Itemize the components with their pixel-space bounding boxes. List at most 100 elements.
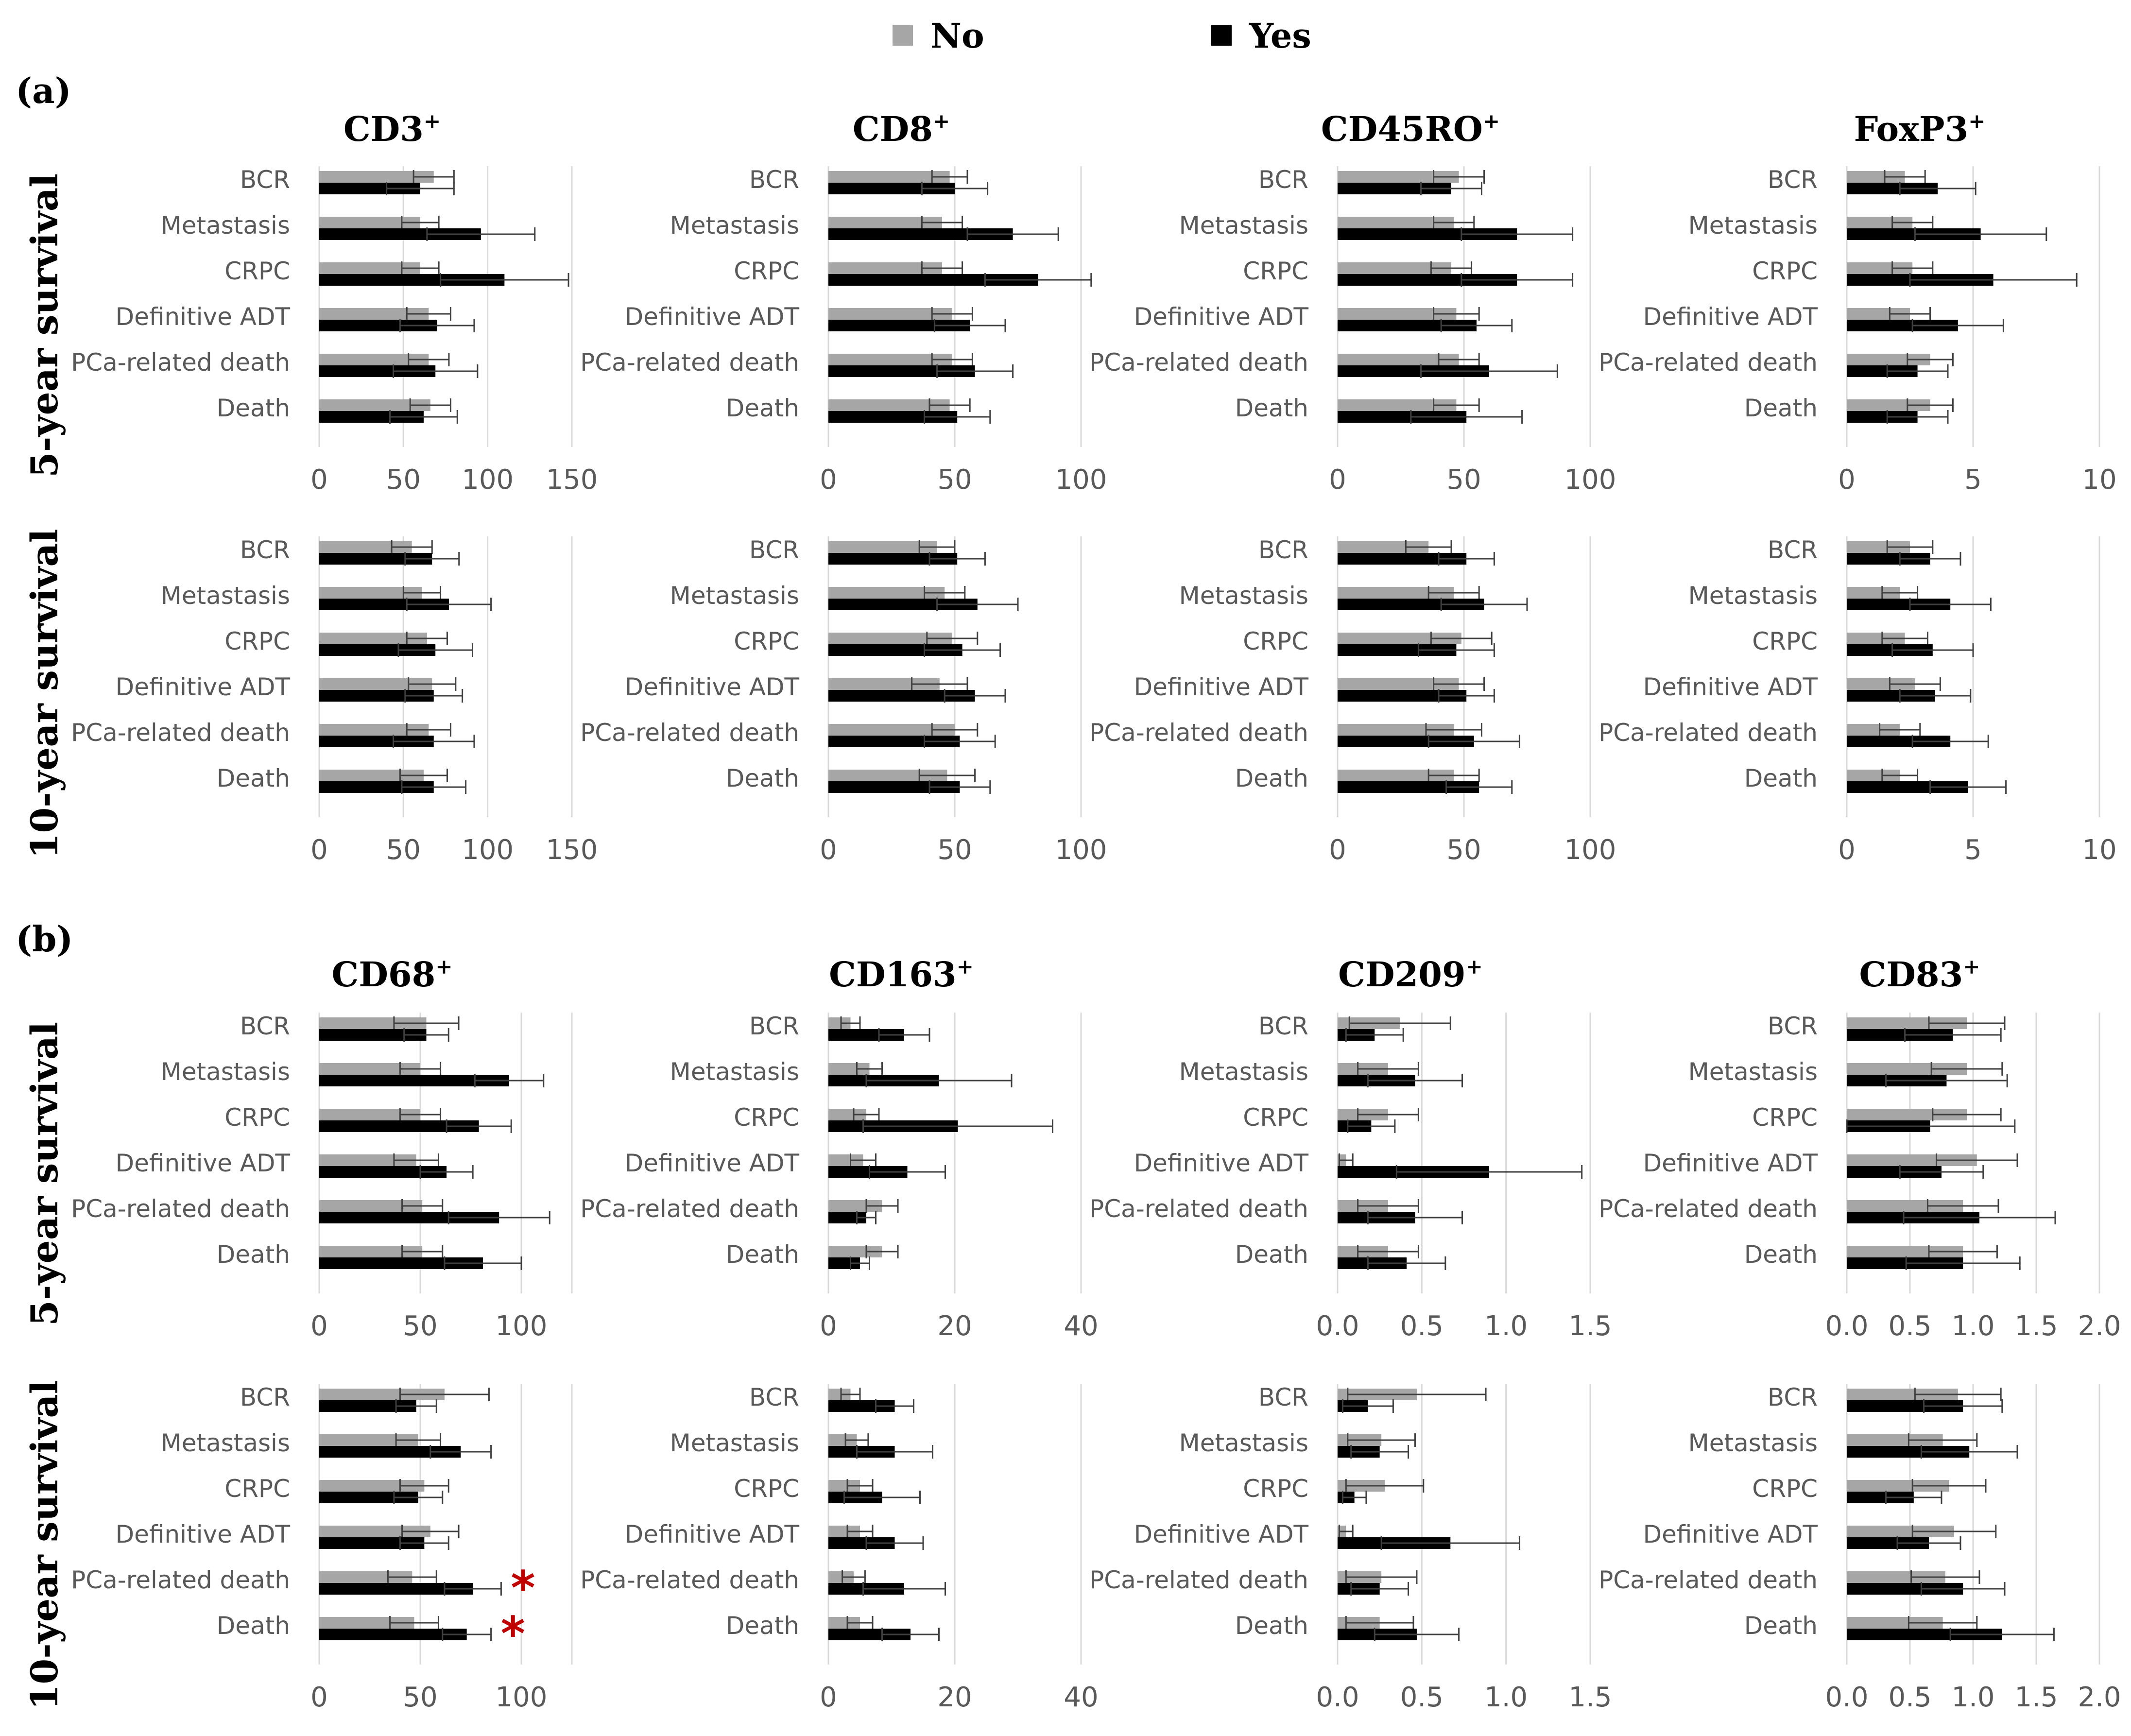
category-label: CRPC <box>224 1103 290 1132</box>
error-bar-no <box>1347 1433 1416 1447</box>
category-label: Metastasis <box>161 582 290 610</box>
error-bar-yes <box>1420 364 1558 378</box>
legend-label-no: No <box>930 16 984 56</box>
error-bar-no <box>399 1062 442 1076</box>
significance-star: * <box>511 1561 535 1616</box>
category-label: BCR <box>1768 536 1818 564</box>
x-tick-label: 2.0 <box>2078 1682 2121 1713</box>
category-label: Death <box>1235 1612 1308 1640</box>
x-tick-label: 50 <box>937 464 972 496</box>
error-bar-no <box>399 769 448 782</box>
error-bar-no <box>409 398 451 412</box>
category-label: PCa-related death <box>1598 1195 1818 1223</box>
error-bar-yes <box>1920 1445 2018 1459</box>
error-bar-no <box>1405 540 1452 554</box>
category-label: BCR <box>240 536 290 564</box>
error-bar-yes <box>1923 1399 2003 1413</box>
error-bar-yes <box>1427 735 1520 748</box>
error-bar-yes <box>1886 410 1949 424</box>
category-label: BCR <box>749 166 799 194</box>
error-bar-no <box>393 1153 439 1167</box>
error-bar-no <box>1345 1616 1414 1630</box>
error-bar-yes <box>928 552 986 566</box>
error-bar-no <box>844 1433 869 1447</box>
category-label: Definitive ADT <box>625 1149 800 1177</box>
category-label: Death <box>726 394 799 422</box>
category-label: BCR <box>240 166 290 194</box>
error-bar-no <box>1884 170 1926 184</box>
error-bar-yes <box>1909 598 1992 611</box>
error-bar-no <box>1357 1108 1419 1121</box>
category-label: Death <box>217 394 290 422</box>
error-bar-no <box>1338 1153 1354 1167</box>
error-bar-no <box>931 723 979 737</box>
x-tick-label: 100 <box>1055 834 1107 866</box>
error-bar-no <box>1881 586 1919 600</box>
error-bar-yes <box>1885 1491 1942 1504</box>
category-label: CRPC <box>224 1475 290 1503</box>
error-bar-yes <box>843 1491 921 1504</box>
error-bar-no <box>1879 723 1921 737</box>
category-label: Definitive ADT <box>116 303 291 331</box>
error-bar-no <box>406 307 451 321</box>
error-bar-yes <box>944 689 1006 703</box>
error-bar-no <box>406 723 451 737</box>
category-label: Definitive ADT <box>1134 673 1309 701</box>
error-bar-yes <box>936 364 1014 378</box>
error-bar-no <box>1907 353 1954 366</box>
x-tick-label: 40 <box>1064 1310 1098 1342</box>
x-tick-label: 2.0 <box>2078 1310 2121 1342</box>
category-label: Definitive ADT <box>1643 1520 1818 1548</box>
error-bar-yes <box>1345 1028 1404 1042</box>
error-bar-no <box>931 170 968 184</box>
chart-panel-cd45ro-10yr: 0 50 100 BCR Metastasis CRPC Definitive ADT PCa… <box>1089 536 1616 866</box>
chart-panel-cd209-10yr: 0.0 0.5 1.0 1.5 BCR Metastasis CRPC Definitive … <box>1089 1383 1612 1713</box>
error-bar-yes <box>419 1165 474 1179</box>
category-label: BCR <box>240 1383 290 1411</box>
category-label: PCa-related death <box>580 348 799 377</box>
category-label: Metastasis <box>670 211 799 240</box>
category-label: Metastasis <box>1179 1058 1308 1086</box>
x-tick-label: 0.5 <box>1888 1310 1931 1342</box>
error-bar-yes <box>1350 1582 1409 1596</box>
error-bar-yes <box>404 552 460 566</box>
x-tick-label: 20 <box>937 1310 972 1342</box>
error-bar-no <box>1881 769 1919 782</box>
panel-title-superscript: + <box>1968 109 1985 133</box>
category-label: Metastasis <box>1688 1058 1818 1086</box>
error-bar-yes <box>444 1582 502 1596</box>
x-tick-label: 150 <box>546 834 598 866</box>
x-tick-label: 20 <box>937 1682 972 1713</box>
x-tick-label: 5 <box>1964 464 1982 496</box>
error-bar-no <box>1908 1616 1978 1630</box>
error-bar-no <box>1427 586 1480 600</box>
category-label: BCR <box>749 1383 799 1411</box>
category-label: Metastasis <box>670 582 799 610</box>
x-tick-label: 150 <box>546 464 598 496</box>
error-bar-yes <box>399 1536 449 1550</box>
error-bar-yes <box>426 227 536 241</box>
category-label: PCa-related death <box>580 1195 799 1223</box>
error-bar-no <box>408 677 457 691</box>
error-bar-yes <box>878 1028 930 1042</box>
error-bar-yes <box>447 1211 550 1224</box>
legend-swatch-yes <box>1211 25 1232 46</box>
error-bar-no <box>1430 632 1493 645</box>
row-title-b-5yr: 5-year survival <box>23 1022 66 1326</box>
x-tick-label: 0 <box>310 1682 328 1713</box>
x-tick-label: 1.5 <box>1568 1682 1612 1713</box>
error-bar-yes <box>1461 273 1574 287</box>
error-bar-yes <box>1367 1211 1463 1224</box>
error-bar-no <box>1433 398 1480 412</box>
panel-title-superscript: + <box>957 955 974 979</box>
category-label: Definitive ADT <box>1134 303 1309 331</box>
category-label: CRPC <box>1752 627 1818 655</box>
error-bar-no <box>401 1525 460 1538</box>
error-bar-no <box>921 261 963 275</box>
x-tick-label: 5 <box>1964 834 1982 866</box>
x-tick-label: 50 <box>403 1310 437 1342</box>
category-label: CRPC <box>224 257 290 285</box>
error-bar-no <box>918 540 956 554</box>
